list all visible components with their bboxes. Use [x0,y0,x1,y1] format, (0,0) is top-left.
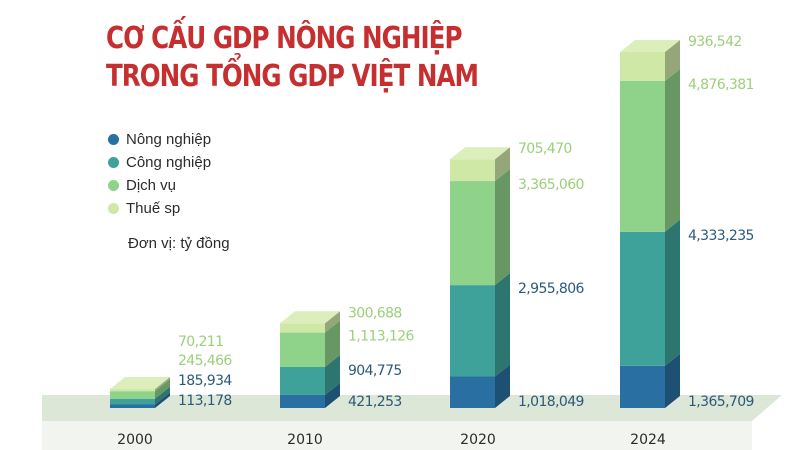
bar-2024-thue-sp-side [665,40,680,81]
bar-2010-thue-sp-front [280,323,325,333]
bar-2000-cong-nghiep-front [110,398,155,405]
bar-2020-dich-vu-front [450,181,495,286]
bar-2020-cong-nghiep-front [450,285,495,377]
value-label-2000-cong-nghiep: 185,934 [178,373,232,389]
bar-2000-dich-vu-front [110,391,155,399]
bar-2024-dich-vu-front [620,80,665,232]
bar-2010-thue-sp-side [325,311,340,333]
value-label-2020-cong-nghiep: 2,955,806 [518,281,585,297]
value-label-2010-cong-nghiep: 904,775 [348,363,402,379]
chart-title: CƠ CẤU GDP NÔNG NGHIỆP TRONG TỔNG GDP VI… [106,20,479,96]
bar-2020-nong-nghiep-front [450,376,495,408]
legend-label-dich-vu: Dịch vụ [126,177,177,194]
bar-2010-cong-nghiep-front [280,366,325,395]
value-label-2024-nong-nghiep: 1,365,709 [688,394,754,410]
bar-2024-thue-sp-front [620,52,665,81]
category-label-2000: 2000 [117,432,153,448]
bar-2024-nong-nghiep-side [665,353,680,408]
bar-2000-top-cap [110,376,170,389]
unit-label: Đơn vị: tỷ đồng [128,235,230,252]
legend: Nông nghiệp Công nghiệp Dịch vụ Thuế sp [108,128,211,220]
legend-swatch-nong-nghiep [108,134,119,145]
bar-2020-nong-nghiep-side [495,364,510,408]
legend-swatch-cong-nghiep [108,157,119,168]
bar-2000-cong-nghiep-side [155,386,170,405]
legend-label-cong-nghiep: Công nghiệp [126,154,212,171]
value-label-2024-cong-nghiep: 4,333,235 [688,228,754,244]
bar-2000-dich-vu-side [155,379,170,399]
chart-title-line-2: TRONG TỔNG GDP VIỆT NAM [106,59,479,94]
value-label-2020-dich-vu: 3,365,060 [518,177,584,193]
bar-2010-nong-nghiep-front [280,394,325,408]
bar-2000-thue-sp-front [110,388,155,392]
bar-2010-dich-vu-front [280,332,325,367]
bar-2010-nong-nghiep-side [325,382,340,408]
bar-2024-top-cap [620,40,680,52]
bar-2020-thue-sp-front [450,159,495,182]
bar-2000-nong-nghiep-front [110,404,155,408]
bar-2020-dich-vu-side [495,169,510,286]
chart-title-line-1: CƠ CẤU GDP NÔNG NGHIỆP [106,21,462,56]
legend-label-thue-sp: Thuế sp [126,200,181,217]
category-label-2020: 2020 [460,432,496,448]
value-label-2010-dich-vu: 1,113,126 [348,329,415,345]
bar-2020-cong-nghiep-side [495,273,510,377]
bar-2024-nong-nghiep-front [620,365,665,408]
category-label-2010: 2010 [287,432,323,448]
bar-2024-cong-nghiep-side [665,219,680,366]
value-label-2000-thue-sp: 70,211 [178,334,223,350]
value-label-2020-nong-nghiep: 1,018,049 [518,394,584,410]
category-label-2024: 2024 [630,432,666,448]
value-label-2020-thue-sp: 705,470 [518,141,572,157]
bar-2024-dich-vu-side [665,68,680,232]
value-label-2010-nong-nghiep: 421,253 [348,394,402,410]
value-label-2024-thue-sp: 936,542 [688,34,742,50]
bar-2010-dich-vu-side [325,320,340,367]
value-label-2000-dich-vu: 245,466 [178,353,232,369]
bar-2010-cong-nghiep-side [325,354,340,395]
legend-swatch-thue-sp [108,203,119,214]
legend-item-thue-sp: Thuế sp [108,197,211,220]
legend-swatch-dich-vu [108,180,119,191]
legend-item-nong-nghiep: Nông nghiệp [108,128,211,151]
legend-item-dich-vu: Dịch vụ [108,174,211,197]
floor-front [42,421,752,450]
value-label-2010-thue-sp: 300,688 [348,305,402,321]
bar-2000-nong-nghiep-side [155,392,170,408]
bar-2000-thue-sp-side [155,376,170,392]
bar-2024-cong-nghiep-front [620,231,665,366]
value-label-2000-nong-nghiep: 113,178 [178,393,232,409]
bar-2020-thue-sp-side [495,147,510,182]
bar-2010-top-cap [280,311,340,324]
legend-label-nong-nghiep: Nông nghiệp [126,131,212,148]
value-label-2024-dich-vu: 4,876,381 [688,77,754,93]
bar-2020-top-cap [450,147,510,160]
floor-top [42,395,782,421]
legend-item-cong-nghiep: Công nghiệp [108,151,211,174]
